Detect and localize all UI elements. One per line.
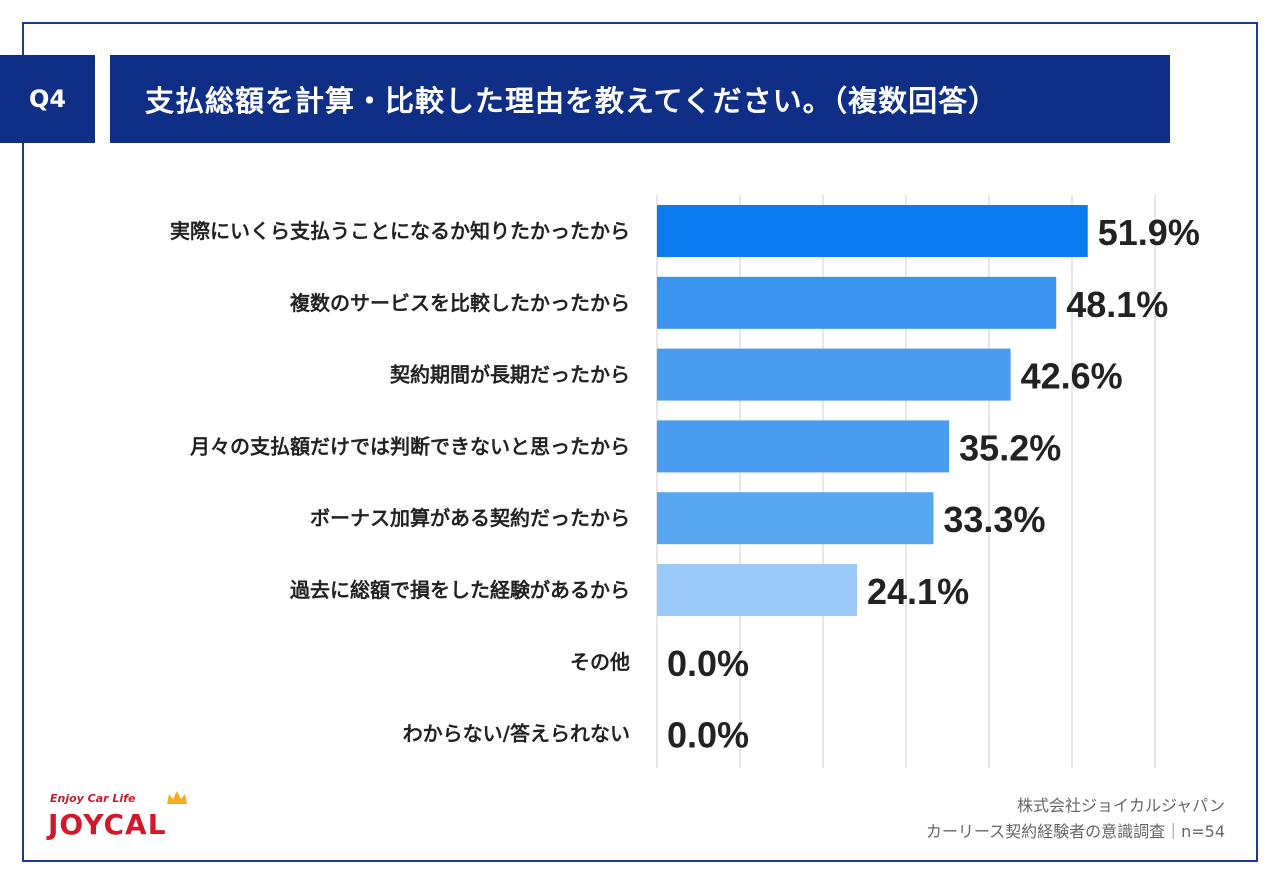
category-label: ボーナス加算がある契約だったから — [310, 506, 630, 530]
title-banner: 支払総額を計算・比較した理由を教えてください。（複数回答） — [110, 55, 1170, 143]
joycal-logo: Enjoy Car Life JOYCAL — [48, 791, 208, 852]
bar — [657, 492, 934, 545]
bar — [657, 420, 950, 473]
question-number: Q4 — [28, 85, 67, 113]
category-label: わからない/答えられない — [403, 722, 630, 746]
footer-company: 株式会社ジョイカルジャパン — [1016, 796, 1225, 815]
logo-tagline: Enjoy Car Life — [50, 792, 136, 805]
category-label: 複数のサービスを比較したかったから — [290, 291, 630, 315]
category-label: 過去に総額で損をした経験があるから — [290, 578, 630, 602]
category-label: 契約期間が長期だったから — [389, 363, 630, 387]
value-label: 48.1% — [1066, 284, 1168, 325]
question-number-badge: Q4 — [0, 55, 95, 143]
bar — [657, 564, 858, 616]
footer-survey-info: カーリース契約経験者の意識調査｜n=54 — [925, 822, 1225, 841]
value-label: 0.0% — [667, 643, 749, 684]
value-label: 0.0% — [667, 715, 749, 756]
bar — [657, 276, 1057, 329]
chart-title: 支払総額を計算・比較した理由を教えてください。（複数回答） — [145, 84, 999, 118]
category-label: その他 — [570, 650, 630, 674]
chart-frame — [22, 22, 1258, 862]
category-label: 実際にいくら支払うことになるか知りたかったから — [170, 219, 630, 243]
crown-icon — [167, 791, 187, 804]
value-label: 51.9% — [1098, 212, 1200, 253]
value-label: 24.1% — [867, 571, 969, 612]
bar — [657, 205, 1088, 257]
bar — [657, 348, 1011, 401]
category-label: 月々の支払額だけでは判断できないと思ったから — [189, 434, 630, 458]
logo-wordmark: JOYCAL — [48, 808, 167, 841]
value-label: 33.3% — [943, 499, 1045, 540]
value-label: 42.6% — [1021, 356, 1123, 397]
value-label: 35.2% — [959, 427, 1061, 468]
